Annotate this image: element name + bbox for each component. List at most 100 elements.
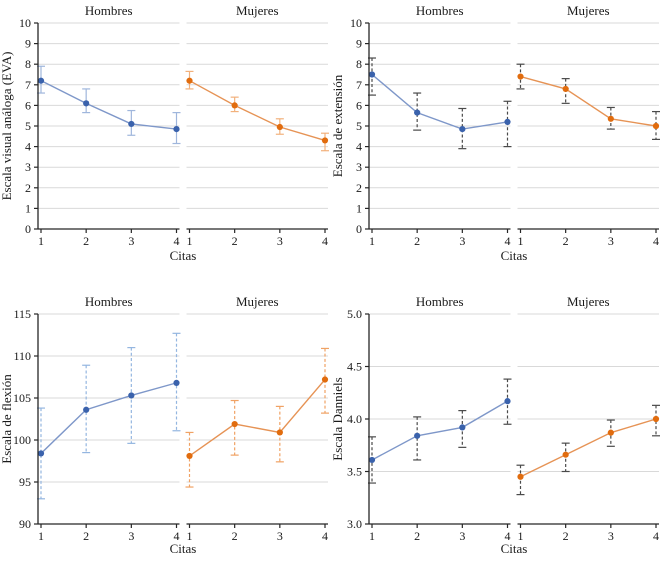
- chart-svg-danniels: 1 2 3 4 Hombres 1 2 3 4 Mujeres 3.0 3.5 4.0 4.5 5.0 Cit…: [330, 294, 660, 556]
- x-tick-label: 1: [38, 529, 44, 543]
- x-tick-label: 2: [232, 234, 238, 248]
- data-point: [607, 429, 614, 436]
- x-tick-label: 2: [563, 529, 569, 543]
- y-tick-label: 9: [356, 37, 362, 51]
- y-tick-label: 4.0: [347, 412, 362, 426]
- series-line-mujeres: [520, 75, 657, 127]
- x-tick-label: 4: [653, 529, 659, 543]
- data-point: [459, 424, 466, 431]
- x-tick-label: 2: [83, 234, 89, 248]
- facet-title: Mujeres: [567, 294, 610, 309]
- data-point: [37, 450, 45, 457]
- facet-title: Mujeres: [236, 294, 279, 309]
- data-point: [517, 473, 524, 480]
- x-tick-label: 3: [459, 234, 465, 248]
- y-tick-label: 90: [19, 517, 31, 531]
- data-point: [562, 451, 569, 458]
- data-point: [83, 406, 90, 413]
- x-tick-label: 3: [608, 529, 614, 543]
- y-tick-label: 6: [25, 98, 31, 112]
- data-point: [173, 125, 180, 133]
- y-tick-label: 4.5: [347, 360, 362, 374]
- data-point: [231, 102, 238, 109]
- x-tick-label: 4: [174, 529, 180, 543]
- x-tick-label: 4: [322, 529, 328, 543]
- data-point: [607, 115, 614, 122]
- data-point: [173, 379, 180, 386]
- x-axis-label: Citas: [170, 541, 197, 556]
- chart-eva: 1 2 3 4 Hombres 1 2 3 4 Mujeres 0 1 2 3 4 5 6 7 8 9 10 Citas E…: [0, 0, 331, 281]
- y-tick-label: 2: [356, 181, 362, 195]
- y-tick-label: 8: [25, 57, 31, 71]
- x-tick-label: 2: [414, 234, 420, 248]
- x-tick-label: 3: [128, 234, 134, 248]
- series-line-hombres: [371, 73, 508, 130]
- data-point: [321, 376, 329, 383]
- data-point: [276, 123, 283, 131]
- x-tick-label: 3: [459, 529, 465, 543]
- data-point: [231, 420, 238, 428]
- y-tick-label: 105: [13, 391, 31, 405]
- x-tick-label: 3: [277, 529, 283, 543]
- x-tick-label: 1: [187, 234, 193, 248]
- facet-title: Mujeres: [567, 3, 610, 18]
- x-tick-label: 4: [174, 234, 180, 248]
- x-axis-label: Citas: [501, 248, 528, 263]
- chart-danniels: 1 2 3 4 Hombres 1 2 3 4 Mujeres 3.0 3.5 4.0 4.5 5.0 Cit…: [330, 281, 662, 562]
- y-tick-label: 1: [25, 201, 31, 215]
- facet-title: Hombres: [416, 294, 464, 309]
- x-tick-label: 1: [518, 234, 524, 248]
- data-point: [128, 120, 135, 128]
- y-tick-label: 8: [356, 57, 362, 71]
- series-line-hombres: [40, 382, 177, 454]
- data-point: [368, 71, 376, 78]
- data-point: [504, 398, 511, 405]
- x-tick-label: 2: [414, 529, 420, 543]
- y-axis-label: Escala visual análoga (EVA): [0, 52, 14, 201]
- x-axis-label: Citas: [501, 541, 528, 556]
- series-line-mujeres: [189, 379, 326, 457]
- data-point: [459, 125, 466, 133]
- y-tick-label: 3.5: [347, 465, 362, 479]
- data-point: [83, 100, 90, 107]
- x-tick-label: 1: [369, 234, 375, 248]
- x-tick-label: 4: [505, 529, 511, 543]
- y-tick-label: 0: [25, 222, 31, 236]
- y-tick-label: 3.0: [347, 517, 362, 531]
- data-point: [652, 415, 660, 423]
- data-point: [517, 73, 524, 80]
- y-tick-label: 7: [356, 78, 362, 92]
- y-tick-label: 5: [25, 119, 31, 133]
- facet-title: Mujeres: [236, 3, 279, 18]
- data-point: [562, 85, 569, 93]
- y-tick-label: 100: [13, 433, 31, 447]
- x-tick-label: 1: [187, 529, 193, 543]
- chart-svg-flexion: 1 2 3 4 Hombres 1 2 3 4 Mujeres 90 95 100 105 110 115 Ci…: [0, 294, 329, 556]
- y-tick-label: 4: [25, 140, 31, 154]
- y-tick-label: 5: [356, 119, 362, 133]
- x-tick-label: 3: [608, 234, 614, 248]
- x-tick-label: 4: [505, 234, 511, 248]
- y-tick-label: 110: [13, 349, 31, 363]
- series-line-hombres: [40, 80, 177, 130]
- y-tick-label: 3: [356, 160, 362, 174]
- x-tick-label: 2: [232, 529, 238, 543]
- data-point: [128, 392, 135, 399]
- y-tick-label: 2: [25, 181, 31, 195]
- x-tick-label: 4: [653, 234, 659, 248]
- y-tick-label: 5.0: [347, 307, 362, 321]
- y-tick-label: 10: [350, 16, 362, 30]
- y-tick-label: 0: [356, 222, 362, 236]
- y-axis-label: Escala Danniels: [331, 377, 345, 460]
- data-point: [414, 432, 421, 439]
- data-point: [652, 122, 660, 130]
- x-tick-label: 4: [322, 234, 328, 248]
- y-tick-label: 10: [19, 16, 31, 30]
- data-point: [186, 452, 193, 460]
- y-axis-label: Escala de flexión: [0, 374, 14, 464]
- data-point: [321, 137, 329, 144]
- series-line-hombres: [371, 400, 508, 461]
- y-axis-label: Escala de extensión: [331, 74, 345, 177]
